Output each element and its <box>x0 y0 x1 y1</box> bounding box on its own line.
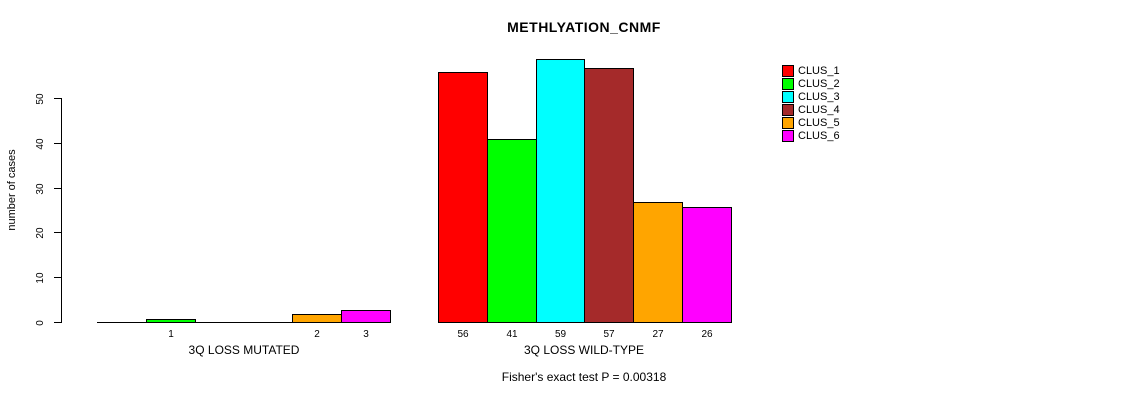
y-tick <box>54 322 61 323</box>
y-tick <box>54 277 61 278</box>
bar-value-label: 26 <box>701 329 713 340</box>
legend-swatch <box>782 78 794 90</box>
y-axis-label: number of cases <box>6 149 18 231</box>
bar <box>487 139 537 323</box>
bar-value-label: 57 <box>603 329 615 340</box>
legend-label: CLUS_3 <box>798 91 840 103</box>
zero-bar-baseline <box>243 322 293 323</box>
fisher-test-annotation: Fisher's exact test P = 0.00318 <box>501 370 667 384</box>
y-tick-label: 50 <box>35 93 46 105</box>
bar <box>341 310 391 323</box>
bar-value-label: 27 <box>652 329 664 340</box>
bar <box>682 207 732 323</box>
y-tick <box>54 143 61 144</box>
legend-label: CLUS_1 <box>798 65 840 77</box>
y-tick <box>54 188 61 189</box>
y-tick <box>54 232 61 233</box>
zero-bar-baseline <box>97 322 147 323</box>
bar-value-label: 56 <box>457 329 469 340</box>
chart-title: METHLYATION_CNMF <box>507 19 661 35</box>
y-axis <box>61 98 62 323</box>
y-tick <box>54 98 61 99</box>
bar <box>536 59 585 323</box>
bar-value-label: 41 <box>506 329 518 340</box>
legend-label: CLUS_4 <box>798 104 840 116</box>
bar <box>146 319 196 323</box>
legend-swatch <box>782 130 794 142</box>
y-tick-label: 40 <box>35 138 46 150</box>
bar-value-label: 1 <box>168 329 174 340</box>
y-tick-label: 20 <box>35 227 46 239</box>
legend-label: CLUS_5 <box>798 117 840 129</box>
bar-value-label: 59 <box>554 329 567 340</box>
bar <box>438 72 488 323</box>
bar <box>633 202 683 323</box>
legend-swatch <box>782 104 794 116</box>
y-tick-label: 30 <box>35 183 46 195</box>
y-tick-label: 10 <box>35 272 46 284</box>
legend-swatch <box>782 65 794 77</box>
legend-label: CLUS_2 <box>798 78 840 90</box>
bar-value-label: 2 <box>314 329 320 340</box>
bar-value-label: 3 <box>363 329 369 340</box>
bar <box>292 314 342 323</box>
x-group-label-mutated: 3Q LOSS MUTATED <box>188 343 300 357</box>
bar <box>584 68 634 323</box>
y-tick-label: 0 <box>35 320 46 326</box>
legend-swatch <box>782 117 794 129</box>
legend-swatch <box>782 91 794 103</box>
legend-label: CLUS_6 <box>798 130 840 142</box>
x-group-label-wild-type: 3Q LOSS WILD-TYPE <box>523 343 645 357</box>
zero-bar-baseline <box>195 322 244 323</box>
